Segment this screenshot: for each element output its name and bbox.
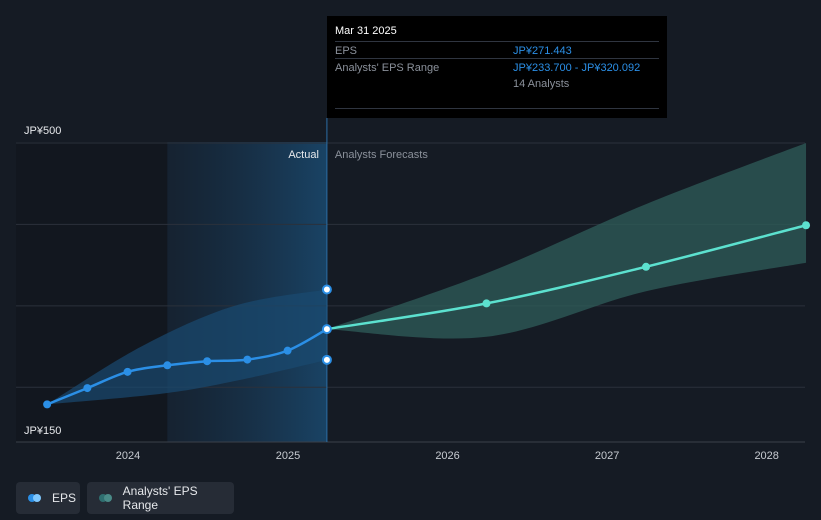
eps-legend-icon xyxy=(28,494,44,502)
x-tick-label: 2027 xyxy=(595,450,619,462)
eps-point xyxy=(83,384,92,393)
y-axis-max-label: JP¥500 xyxy=(24,125,61,137)
eps-point xyxy=(283,346,292,355)
forecast-point xyxy=(482,299,491,308)
x-tick-label: 2028 xyxy=(754,450,778,462)
eps-point xyxy=(203,357,212,366)
forecast-region-label: Analysts Forecasts xyxy=(335,149,428,161)
y-axis-min-label: JP¥150 xyxy=(24,425,61,437)
x-tick-label: 2024 xyxy=(116,450,140,462)
x-tick-label: 2025 xyxy=(276,450,300,462)
tooltip-eps-label: EPS xyxy=(335,45,358,57)
x-tick-label: 2026 xyxy=(435,450,459,462)
legend-eps-label: EPS xyxy=(52,491,77,505)
tooltip-eps-row: EPS JP¥271.443 xyxy=(335,41,659,59)
eps-point xyxy=(123,367,132,376)
forecast-point xyxy=(642,262,651,271)
series-points xyxy=(43,221,811,409)
background-layer xyxy=(16,142,327,442)
tooltip-analyst-count: 14 Analysts xyxy=(513,78,570,90)
eps-point xyxy=(243,355,252,364)
range-legend-icon xyxy=(99,494,115,502)
legend-range-label: Analysts' EPS Range xyxy=(122,484,198,512)
forecast-eps-line xyxy=(326,224,807,331)
tooltip-range-label: Analysts' EPS Range xyxy=(335,62,440,74)
tooltip-date: Mar 31 2025 xyxy=(335,25,397,37)
tooltip-range-row: Analysts' EPS Range JP¥233.700 - JP¥320.… xyxy=(335,58,659,76)
highlight-point xyxy=(321,354,332,365)
data-tooltip: Mar 31 2025 EPS JP¥271.443 Analysts' EPS… xyxy=(327,16,667,118)
forecast-range-band xyxy=(326,143,807,339)
highlight-point xyxy=(321,324,332,335)
eps-point xyxy=(163,361,172,370)
tooltip-divider xyxy=(335,108,659,109)
forecast-point xyxy=(802,221,811,230)
legend-eps-button[interactable]: EPS xyxy=(16,482,80,514)
tooltip-eps-value: JP¥271.443 xyxy=(513,45,572,57)
actual-region-label: Actual xyxy=(288,149,319,161)
highlight-point xyxy=(321,284,332,295)
tooltip-range-value: JP¥233.700 - JP¥320.092 xyxy=(513,62,641,74)
eps-point xyxy=(43,400,52,409)
actual-region xyxy=(167,142,327,442)
axis-labels: JP¥500 JP¥150 Actual Analysts Forecasts 2024… xyxy=(24,125,779,462)
legend-range-button[interactable]: Analysts' EPS Range xyxy=(87,482,234,514)
